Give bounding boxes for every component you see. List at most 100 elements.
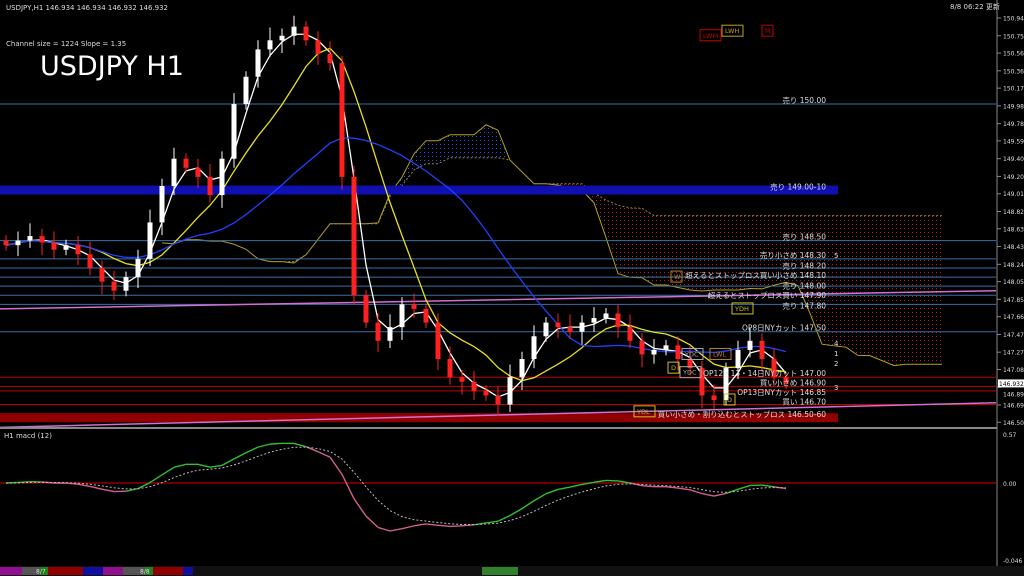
candle-body <box>159 186 165 223</box>
cloud-segment <box>654 215 666 286</box>
marker-box <box>667 361 680 374</box>
marker-box <box>633 405 656 418</box>
macd-line-segment <box>461 524 475 527</box>
cloud-segment <box>606 200 618 274</box>
candle-body <box>507 377 513 405</box>
footer-date: 8/7 <box>36 569 46 576</box>
y-tick-label: 146.695 <box>1003 403 1024 410</box>
cloud-segment <box>762 215 774 289</box>
candle-body <box>771 359 777 378</box>
updated-time: 8/8 06:22 更新 <box>950 2 1000 11</box>
candle-body <box>27 236 33 241</box>
candle-body <box>87 254 93 268</box>
cloud-segment <box>618 205 630 278</box>
candle-body <box>39 236 45 243</box>
y-tick-label: 148.435 <box>1003 244 1024 251</box>
macd-line-segment <box>713 492 727 497</box>
candle <box>231 93 237 168</box>
candle <box>327 41 333 71</box>
candle <box>723 362 729 406</box>
y-tick-label: 148.820 <box>1003 209 1024 216</box>
candle-body <box>435 322 441 360</box>
candle <box>375 313 381 352</box>
candle-body <box>663 345 669 350</box>
footer-segment <box>123 567 145 575</box>
macd-line-segment <box>521 500 535 510</box>
candles <box>3 15 789 416</box>
candle-body <box>711 395 717 400</box>
candle <box>747 328 753 358</box>
channel-number: 3 <box>834 384 838 392</box>
candle <box>63 239 69 256</box>
candle-body <box>687 359 693 369</box>
macd-line-segment <box>41 481 55 484</box>
candle <box>387 314 393 349</box>
level-label: OP8日NYカット 147.50 <box>742 324 826 333</box>
candle <box>519 351 525 390</box>
macd-line-segment <box>677 487 691 491</box>
candle-body <box>255 49 261 77</box>
markers: 5 4 1 2 3 LWM LWH M YDH YDC YDC LWL D D YDL W <box>633 24 839 418</box>
candle-body <box>3 240 9 246</box>
candle <box>687 346 693 376</box>
footer-segment <box>153 567 183 575</box>
marker-label: W <box>674 273 681 281</box>
candle-body <box>615 313 621 328</box>
macd-line-segment <box>17 480 31 484</box>
candle <box>87 241 93 276</box>
candle-body <box>315 40 321 54</box>
candle <box>3 235 9 251</box>
candle <box>411 293 417 319</box>
candle <box>27 223 33 248</box>
candle-body <box>99 267 105 282</box>
marker-label: LWL <box>713 350 726 358</box>
candle <box>219 151 225 208</box>
macd-line-segment <box>485 520 499 524</box>
candle <box>771 348 777 387</box>
macd-line-segment <box>197 463 211 468</box>
candle <box>711 384 717 410</box>
candle-body <box>411 304 417 309</box>
macd-line-segment <box>605 479 619 482</box>
level-labels: 売り 150.00 売り 149.00-10 売り 148.50 売り小さめ 148.… <box>658 95 827 419</box>
level-label: OP13日NYカット 146.85 <box>737 388 826 397</box>
cloud-segment <box>462 134 474 158</box>
cloud-segment <box>486 124 498 158</box>
candle-body <box>639 340 645 355</box>
candle-body <box>483 390 489 396</box>
macd-line-segment <box>125 487 139 492</box>
macd-title: H1 macd (12) <box>4 432 52 440</box>
symbol-info: USDJPY,H1 146.934 146.934 146.932 146.93… <box>6 4 168 12</box>
cloud-segment <box>726 215 738 291</box>
marker-box <box>709 347 732 360</box>
candle-body <box>135 258 141 278</box>
macd-line-segment <box>353 498 367 517</box>
marker-box <box>723 393 736 406</box>
macd-line-segment <box>65 482 79 485</box>
macd-line-segment <box>341 474 355 500</box>
marker-box <box>670 270 683 283</box>
candle <box>543 317 549 342</box>
candle-body <box>339 63 345 177</box>
macd-line-segment <box>233 452 247 460</box>
candle <box>531 325 537 369</box>
candle-body <box>399 304 405 328</box>
cloud-segment <box>930 215 942 365</box>
cloud-segment <box>630 207 642 278</box>
macd-line-segment <box>509 508 523 517</box>
macd-line-segment <box>773 486 787 490</box>
candle-body <box>303 26 309 41</box>
candle-body <box>291 26 297 36</box>
y-tick-label: 147.665 <box>1003 314 1024 321</box>
candle-body <box>783 377 789 384</box>
marker-label: YDH <box>734 305 749 313</box>
macd-line-segment <box>617 480 631 484</box>
footer-segment <box>145 567 153 575</box>
marker-label: LWM <box>703 32 718 40</box>
macd-line-segment <box>377 526 391 532</box>
y-tick-label: 147.470 <box>1003 332 1024 339</box>
macd-line-segment <box>629 482 643 487</box>
y-tick-label: 150.750 <box>1003 33 1024 40</box>
candle-body <box>447 359 453 378</box>
